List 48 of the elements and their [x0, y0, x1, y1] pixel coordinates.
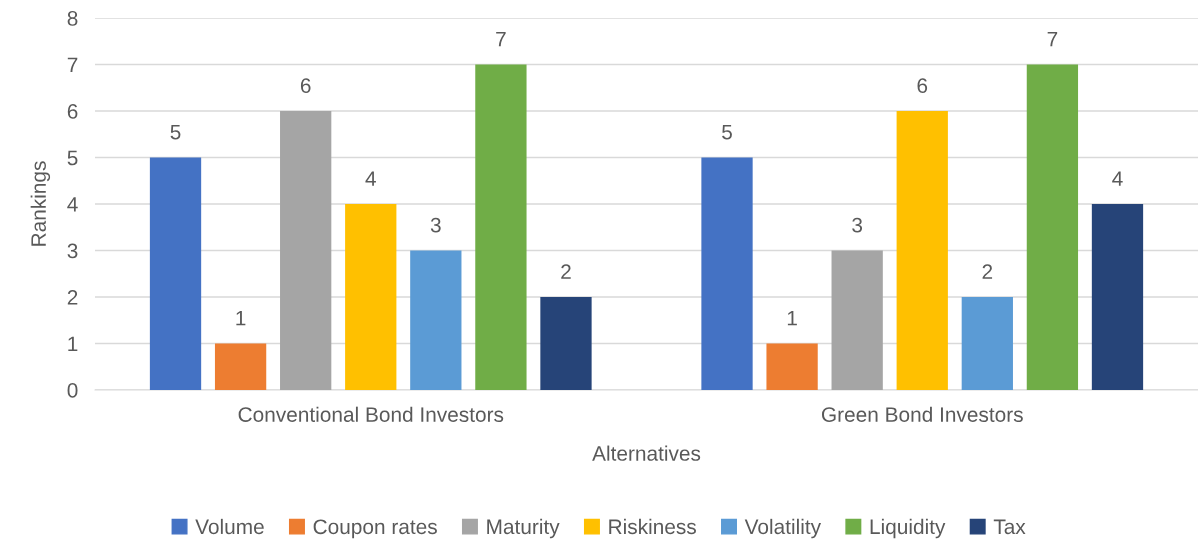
bar — [961, 297, 1013, 390]
bar — [475, 64, 527, 390]
bar — [1091, 204, 1144, 390]
bar — [1026, 64, 1079, 390]
bar — [831, 250, 883, 390]
bar — [896, 111, 948, 390]
y-tick-label: 8 — [67, 11, 78, 26]
data-label: 6 — [917, 78, 928, 93]
legend-label: Coupon rates — [313, 519, 437, 539]
y-tick-label: 2 — [67, 290, 78, 305]
data-label: 4 — [1112, 171, 1123, 186]
x-axis-title: Alternatives — [592, 445, 701, 461]
data-label: 5 — [722, 124, 732, 140]
y-tick-label: 6 — [67, 104, 78, 119]
bar — [214, 343, 267, 390]
bar — [345, 204, 397, 390]
y-tick-label: 4 — [67, 197, 78, 212]
legend-label: Riskiness — [609, 518, 696, 535]
data-label: 5 — [170, 124, 181, 140]
data-label: 7 — [1047, 31, 1058, 47]
legend-label: Maturity — [487, 518, 560, 539]
y-tick-label: 7 — [67, 57, 78, 73]
data-label: 1 — [787, 310, 797, 326]
bar — [410, 250, 462, 390]
data-label: 3 — [852, 217, 863, 233]
bar — [701, 157, 753, 390]
bar — [766, 343, 818, 390]
data-label: 2 — [561, 264, 571, 279]
y-tick-label: 5 — [67, 150, 78, 166]
data-label: 3 — [430, 217, 441, 233]
legend-label: Volatility — [744, 518, 822, 539]
data-label: 2 — [982, 264, 993, 279]
y-tick-label: 1 — [68, 336, 78, 352]
x-tick-label: Conventional Bond Investors — [238, 406, 504, 422]
data-label: 1 — [236, 310, 246, 326]
bar — [149, 157, 202, 390]
bar — [280, 111, 332, 390]
data-label: 4 — [365, 171, 376, 186]
y-tick-label: 3 — [67, 243, 78, 259]
data-label: 6 — [300, 78, 311, 93]
y-axis-title: Rankings — [30, 161, 51, 246]
legend-label: Liquidity — [870, 518, 946, 539]
data-label: 7 — [496, 31, 506, 47]
x-tick-label: Green Bond Investors — [821, 406, 1023, 422]
bar — [540, 297, 592, 390]
y-tick-label: 0 — [67, 383, 78, 398]
legend-label: Volume — [195, 518, 264, 535]
legend-label: Tax — [993, 519, 1026, 535]
